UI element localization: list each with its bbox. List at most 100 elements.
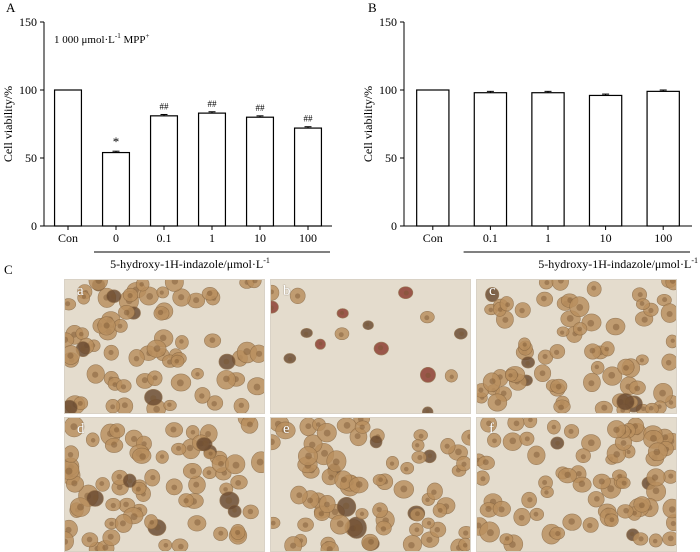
cell-nucleus — [235, 479, 242, 486]
cell-nucleus — [434, 526, 441, 533]
cell — [617, 504, 634, 519]
cell — [513, 507, 531, 527]
cell-nucleus — [424, 315, 430, 321]
cell — [575, 448, 591, 464]
cell-nucleus — [127, 478, 133, 484]
y-axis-label: Cell viability/% — [1, 86, 15, 162]
x-axis-label: 5-hydroxy-1H-indazole/μmol·L-1 — [538, 256, 698, 271]
cell — [69, 497, 91, 518]
cell-nucleus — [99, 481, 105, 486]
cell — [402, 535, 422, 551]
cell — [564, 424, 580, 439]
cell-nucleus — [612, 323, 620, 331]
cell-nucleus — [555, 530, 561, 537]
cell-nucleus — [139, 453, 146, 460]
cell-nucleus — [558, 404, 564, 411]
cell-nucleus — [591, 285, 597, 291]
cell-nucleus — [252, 280, 258, 284]
y-tick-label: 100 — [379, 83, 397, 97]
cell — [519, 431, 535, 446]
cell-nucleus — [489, 378, 496, 385]
cell-nucleus — [620, 440, 627, 446]
cell-nucleus — [86, 536, 93, 543]
cell-nucleus — [78, 331, 84, 337]
cell — [499, 533, 514, 546]
cell-nucleus — [389, 461, 395, 466]
cell — [318, 495, 336, 513]
bar — [53, 89, 83, 227]
cell — [562, 513, 582, 531]
cell-nucleus — [557, 280, 564, 284]
cell — [213, 526, 229, 541]
cell-nucleus — [670, 338, 675, 343]
cell — [550, 436, 565, 450]
cell — [103, 344, 119, 361]
panel-letter-a: A — [6, 0, 16, 15]
cell — [456, 456, 470, 472]
cell — [553, 399, 571, 413]
bar — [197, 112, 227, 227]
cell-nucleus — [485, 505, 492, 513]
cell — [482, 372, 501, 393]
cell-nucleus — [243, 348, 251, 356]
x-tick-label: 10 — [600, 231, 612, 245]
cell-nucleus — [427, 453, 433, 459]
cell-nucleus — [235, 529, 241, 535]
cell-nucleus — [199, 393, 205, 399]
micrograph-image — [271, 418, 470, 551]
cell-nucleus — [564, 471, 571, 479]
cell-nucleus — [513, 420, 520, 427]
cell-nucleus — [604, 346, 610, 352]
cell — [104, 437, 124, 453]
cell — [665, 280, 676, 291]
cell-nucleus — [95, 280, 103, 284]
cell — [458, 537, 470, 551]
cell-nucleus — [415, 443, 420, 448]
cell-nucleus — [494, 399, 502, 406]
cell-nucleus — [92, 494, 99, 501]
cell — [647, 442, 668, 462]
cell-nucleus — [544, 490, 549, 495]
cell-nucleus — [318, 341, 323, 346]
cell — [536, 291, 554, 307]
cell — [355, 508, 369, 520]
cell-nucleus — [152, 375, 158, 381]
cell — [156, 286, 170, 299]
cell-nucleus — [108, 349, 114, 356]
cell-nucleus — [554, 349, 560, 355]
cell-nucleus — [296, 492, 303, 499]
cell — [163, 399, 177, 411]
cell-nucleus — [455, 448, 462, 456]
bar — [293, 127, 323, 227]
chart-a: 0 50 100 150 Cell viability/% Con * 0 ## 0.1 ## 1 ##… — [1, 15, 332, 271]
cell — [122, 287, 139, 303]
mpp-note: 1 000 μmol·L-1 MPP+ — [54, 32, 150, 46]
cell-nucleus — [486, 529, 494, 537]
cell-nucleus — [666, 311, 673, 318]
cell-nucleus — [665, 359, 672, 366]
cell — [153, 306, 170, 321]
cell-nucleus — [324, 501, 330, 508]
cell-nucleus — [418, 433, 424, 439]
cell-nucleus — [555, 383, 562, 390]
cell-nucleus — [149, 520, 155, 525]
micrograph-label: a — [77, 283, 84, 299]
cell — [572, 476, 592, 493]
cell-nucleus — [167, 402, 172, 407]
cell-nucleus — [65, 538, 69, 545]
cell — [477, 470, 490, 486]
cell — [480, 418, 498, 433]
cell — [590, 360, 605, 375]
cell-nucleus — [116, 473, 123, 480]
cell — [218, 353, 236, 370]
x-tick-label: 100 — [299, 231, 317, 245]
cell — [600, 341, 615, 357]
cell-nucleus — [130, 513, 138, 521]
cell-nucleus — [425, 372, 431, 379]
cell-nucleus — [637, 292, 643, 298]
cell — [660, 303, 676, 323]
bar — [149, 115, 179, 227]
cell-nucleus — [183, 498, 189, 504]
micrograph-image — [65, 418, 264, 551]
cell — [170, 373, 192, 392]
